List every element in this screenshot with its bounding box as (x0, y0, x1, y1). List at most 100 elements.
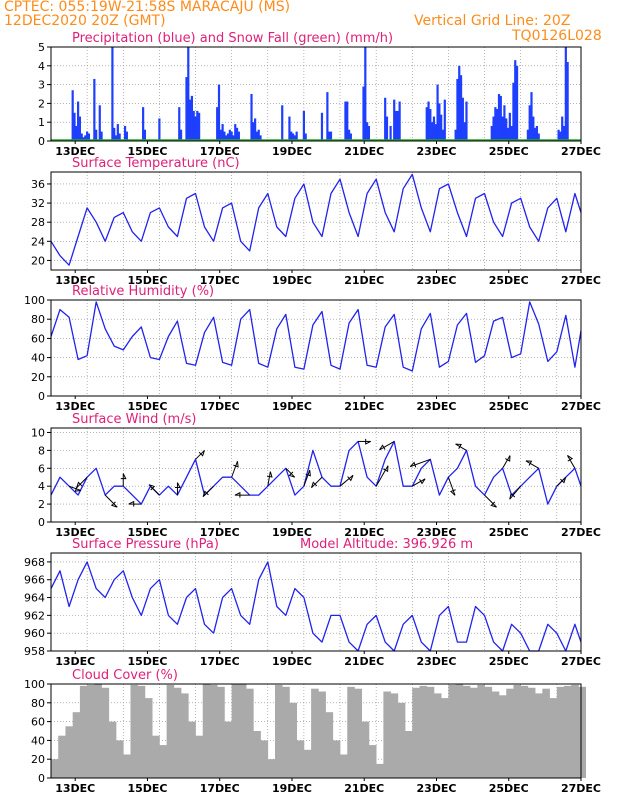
bar (142, 107, 145, 141)
y-tick-label: 1 (38, 116, 45, 129)
bar (188, 99, 192, 141)
wind-arrow (484, 494, 497, 508)
x-tick-label: 13DEC (55, 145, 95, 158)
bar (347, 686, 355, 778)
bar (173, 687, 182, 778)
panel-frame (50, 683, 582, 779)
bar (113, 127, 116, 141)
bar (226, 133, 230, 141)
x-tick-label: 27DEC (561, 274, 601, 287)
bar (462, 685, 471, 778)
bar (571, 684, 579, 778)
y-tick-label: 958 (24, 645, 45, 658)
x-tick-label: 13DEC (55, 526, 95, 539)
wind-arrow-head (490, 501, 497, 508)
bar (75, 125, 78, 141)
y-tick-label: 100 (24, 294, 45, 307)
x-tick-label: 25DEC (489, 526, 529, 539)
wind-arrow-head (449, 489, 456, 496)
x-tick-label: 19DEC (272, 782, 312, 795)
y-tick-label: 80 (31, 697, 45, 710)
bar (178, 107, 181, 141)
bar (440, 114, 443, 141)
bar (564, 47, 567, 141)
x-tick-label: 21DEC (344, 526, 384, 539)
panel-title: Surface Pressure (hPa) (72, 537, 219, 552)
bar (232, 135, 235, 141)
bar (166, 684, 175, 778)
bar (361, 721, 370, 778)
bar (527, 687, 536, 778)
bar (302, 110, 305, 141)
x-tick-label: 25DEC (489, 274, 529, 287)
y-tick-label: 20 (31, 254, 45, 267)
bar (508, 112, 511, 141)
y-tick-label: 28 (31, 216, 45, 229)
bar (78, 116, 82, 141)
x-tick-label: 21DEC (344, 400, 384, 413)
bar (281, 105, 284, 141)
wind-arrow-head (383, 465, 389, 473)
wind-arrow-head (288, 471, 295, 478)
bar (238, 684, 247, 778)
bar (252, 122, 255, 141)
bar (72, 712, 81, 778)
wind-arrow-head (148, 484, 156, 491)
bar (118, 133, 121, 141)
panel-frame (50, 552, 582, 652)
bar (458, 65, 461, 141)
bar (532, 116, 535, 141)
x-tick-label: 15DEC (127, 400, 167, 413)
bar (398, 101, 401, 141)
bar (506, 688, 514, 778)
bar (190, 95, 193, 141)
wind-arrow (509, 485, 522, 500)
bar (520, 685, 529, 778)
bar (296, 740, 305, 778)
bar (76, 101, 80, 141)
bar (303, 749, 312, 778)
bar (125, 131, 128, 141)
x-tick-label: 17DEC (200, 655, 240, 668)
wind-arrow (447, 477, 456, 496)
bar (320, 112, 324, 141)
panel-frame (50, 427, 582, 523)
bar (433, 693, 442, 778)
bar (80, 133, 83, 141)
bar (514, 60, 517, 141)
wind-arrow (68, 485, 82, 491)
x-tick-label: 15DEC (127, 782, 167, 795)
x-tick-label: 27DEC (561, 400, 601, 413)
wind-arrow (285, 467, 296, 478)
wind-arrow-head (234, 491, 241, 498)
x-tick-label: 19DEC (272, 400, 312, 413)
y-tick-label: 964 (24, 592, 45, 605)
bar (340, 754, 348, 778)
bar (465, 101, 468, 141)
bar (390, 693, 399, 778)
bar (393, 99, 396, 141)
y-tick-label: 966 (24, 574, 45, 587)
bar (564, 685, 572, 778)
bar (101, 687, 110, 778)
panel-title: Cloud Cover (%) (72, 668, 178, 683)
bar (484, 686, 493, 778)
bar (461, 97, 464, 141)
bar (389, 125, 392, 141)
bar (274, 684, 283, 778)
bar (181, 693, 189, 778)
y-tick-label: 0 (38, 390, 45, 403)
bar (556, 686, 565, 778)
bar (498, 695, 507, 778)
bar (346, 101, 349, 141)
bar (534, 127, 537, 141)
wind-arrow-head (365, 438, 371, 445)
bar (368, 745, 377, 778)
bar (114, 135, 118, 141)
bar (438, 103, 441, 141)
wind-arrow (410, 458, 431, 468)
x-tick-label: 23DEC (416, 782, 456, 795)
bar (463, 122, 466, 141)
wind-arrow (267, 471, 271, 487)
